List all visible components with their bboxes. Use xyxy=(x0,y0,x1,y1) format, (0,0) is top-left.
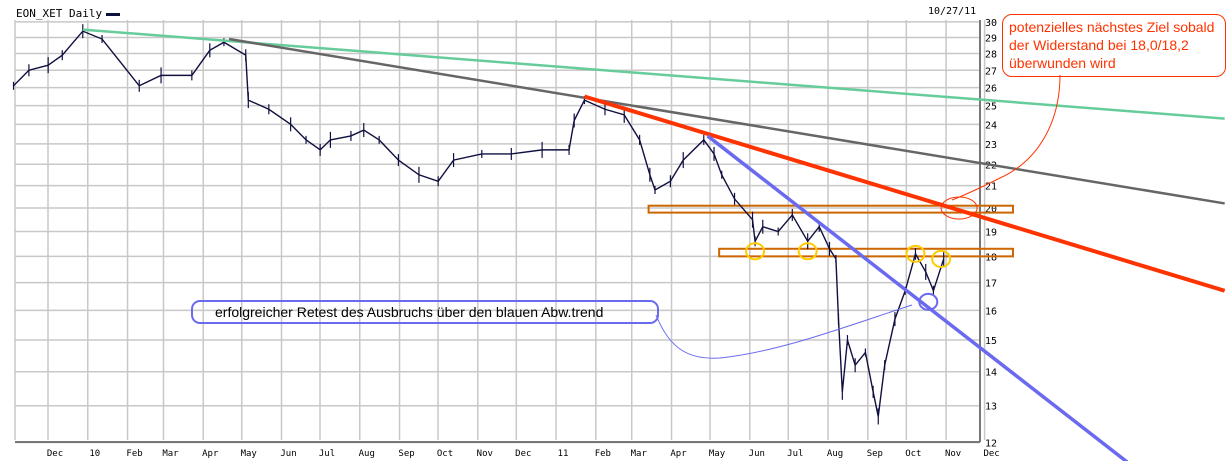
y-tick-label: 12 xyxy=(985,438,997,449)
y-tick-label: 27 xyxy=(985,66,997,77)
marker-circle xyxy=(905,244,926,263)
y-tick-label: 25 xyxy=(985,102,997,113)
y-tick-label: 26 xyxy=(985,84,997,95)
blue-connector-curve xyxy=(655,304,913,359)
y-tick-label: 15 xyxy=(985,336,997,347)
y-tick-label: 14 xyxy=(985,368,997,379)
target-annotation: potenzielles nächstes Ziel sobald der Wi… xyxy=(1002,14,1226,77)
retest-annotation: erfolgreicher Retest des Ausbruchs über … xyxy=(191,300,659,324)
x-tick-label: Dec xyxy=(515,449,531,459)
x-tick-label: Mar xyxy=(162,449,179,459)
x-tick-label: Nov xyxy=(477,449,493,459)
trendline xyxy=(583,94,1226,293)
trendline xyxy=(82,28,1225,120)
x-tick-label: Oct xyxy=(905,449,921,459)
annotation-line: der Widerstand bei 18,0/18,2 xyxy=(1009,37,1189,53)
marker-circle xyxy=(745,242,766,261)
y-tick-label: 21 xyxy=(985,182,997,193)
x-tick-label: Jul xyxy=(319,449,335,459)
marker-circle xyxy=(918,292,939,311)
x-tick-label: 10 xyxy=(89,449,100,459)
annotation-line: überwunden wird xyxy=(1009,55,1116,71)
y-tick-label: 29 xyxy=(985,33,997,44)
y-tick-label: 19 xyxy=(985,228,997,239)
y-tick-label: 30 xyxy=(985,18,997,29)
resistance-zone xyxy=(718,247,1014,258)
y-tick-label: 13 xyxy=(985,402,997,413)
x-tick-label: Oct xyxy=(437,449,453,459)
marker-circle xyxy=(797,242,818,261)
series-legend-swatch xyxy=(106,12,121,16)
y-tick-label: 17 xyxy=(985,279,997,290)
y-tick-label: 16 xyxy=(985,306,997,317)
x-tick-label: Dec xyxy=(983,449,999,459)
trendline xyxy=(706,134,1129,461)
x-tick-label: Sep xyxy=(398,449,414,459)
x-tick-label: Apr xyxy=(670,449,687,459)
x-tick-label: Dec xyxy=(47,449,63,459)
chart-title: EON_XET Daily xyxy=(16,7,121,20)
y-tick-label: 23 xyxy=(985,140,997,151)
x-tick-label: Feb xyxy=(126,449,142,459)
trendline xyxy=(228,37,1225,205)
resistance-zone xyxy=(647,204,1014,214)
x-tick-label: Sep xyxy=(867,449,883,459)
x-tick-label: Apr xyxy=(202,449,219,459)
y-tick-label: 18 xyxy=(985,252,997,263)
chart-date: 10/27/11 xyxy=(928,6,977,17)
x-tick-label: Aug xyxy=(827,449,843,459)
x-tick-label: Jun xyxy=(749,449,765,459)
chart-title-text: EON_XET Daily xyxy=(16,7,103,20)
x-tick-label: Mar xyxy=(631,449,648,459)
y-tick-label: 20 xyxy=(985,204,997,215)
y-tick-label: 28 xyxy=(985,50,997,61)
x-tick-label: May xyxy=(241,449,258,459)
x-tick-label: Jun xyxy=(280,449,296,459)
x-tick-label: Nov xyxy=(945,449,961,459)
x-tick-label: Aug xyxy=(359,449,375,459)
annotation-line: potenzielles nächstes Ziel sobald xyxy=(1009,19,1215,35)
red-connector-curve xyxy=(951,74,1061,201)
x-tick-label: Feb xyxy=(595,449,611,459)
x-tick-label: May xyxy=(709,449,726,459)
y-tick-label: 24 xyxy=(985,120,997,131)
x-tick-label: Jul xyxy=(787,449,803,459)
marker-circle xyxy=(931,249,952,268)
price-series-line xyxy=(13,30,945,417)
x-tick-label: 11 xyxy=(558,449,569,459)
